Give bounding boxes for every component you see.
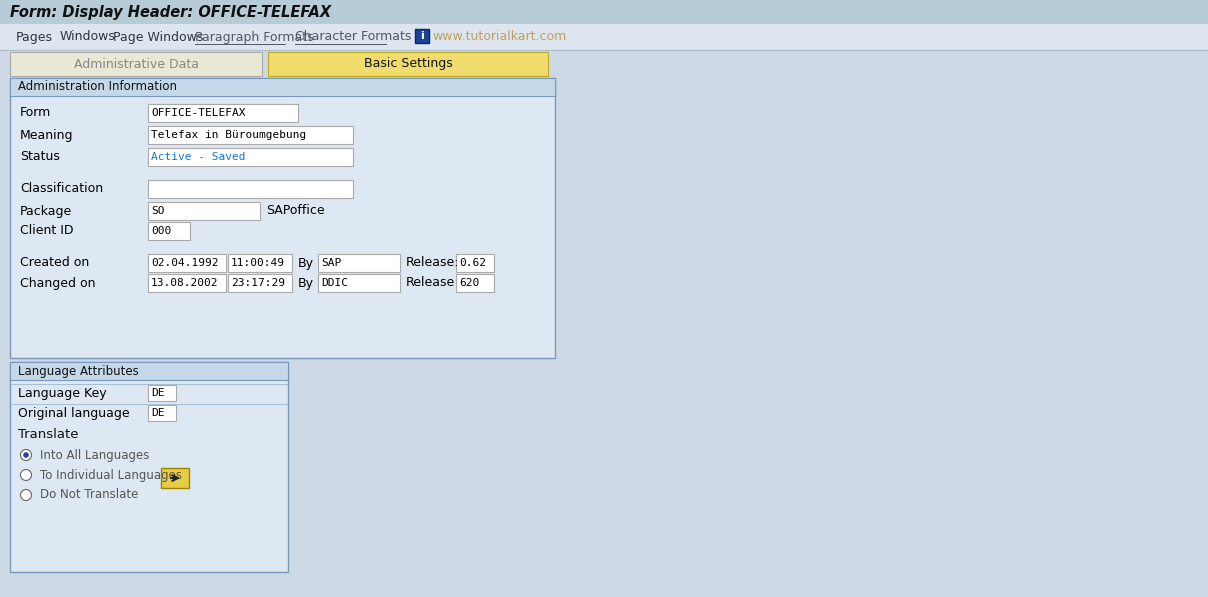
Circle shape xyxy=(21,450,31,460)
Text: Windows: Windows xyxy=(59,30,115,44)
Bar xyxy=(149,180,353,198)
Bar xyxy=(10,362,288,380)
Text: www.tutorialkart.com: www.tutorialkart.com xyxy=(432,30,567,44)
Bar xyxy=(10,362,288,572)
Text: SAPoffice: SAPoffice xyxy=(266,205,325,217)
Text: DE: DE xyxy=(151,388,164,398)
Text: 02.04.1992: 02.04.1992 xyxy=(151,258,219,268)
Text: OFFICE-TELEFAX: OFFICE-TELEFAX xyxy=(151,108,245,118)
Text: To Individual Languages: To Individual Languages xyxy=(40,469,182,482)
Circle shape xyxy=(21,469,31,481)
Text: Meaning: Meaning xyxy=(21,128,74,141)
Bar xyxy=(10,52,262,76)
Bar xyxy=(318,274,400,292)
Text: Changed on: Changed on xyxy=(21,276,95,290)
Text: i: i xyxy=(420,31,424,41)
Bar xyxy=(0,24,1208,50)
Bar xyxy=(416,29,429,43)
Text: Telefax in Büroumgebung: Telefax in Büroumgebung xyxy=(151,130,307,140)
Text: DDIC: DDIC xyxy=(321,278,348,288)
Bar xyxy=(149,202,260,220)
Text: 13.08.2002: 13.08.2002 xyxy=(151,278,219,288)
Bar xyxy=(149,385,176,401)
Bar xyxy=(0,0,1208,24)
Bar xyxy=(228,254,292,272)
Text: Basic Settings: Basic Settings xyxy=(364,57,452,70)
Bar xyxy=(149,104,298,122)
Bar xyxy=(149,274,226,292)
Bar xyxy=(149,254,226,272)
Bar xyxy=(455,254,494,272)
Bar xyxy=(10,78,554,96)
Text: SAP: SAP xyxy=(321,258,341,268)
Text: SO: SO xyxy=(151,206,164,216)
Bar xyxy=(228,274,292,292)
Bar xyxy=(268,52,548,76)
Text: Pages: Pages xyxy=(16,30,53,44)
Bar xyxy=(318,254,400,272)
Text: 620: 620 xyxy=(459,278,480,288)
Text: Client ID: Client ID xyxy=(21,224,74,238)
Bar xyxy=(455,274,494,292)
Text: Paragraph Formats: Paragraph Formats xyxy=(194,30,313,44)
Bar xyxy=(161,468,188,488)
Text: Package: Package xyxy=(21,205,72,217)
Text: Status: Status xyxy=(21,150,60,164)
Bar xyxy=(149,148,353,166)
Text: Active - Saved: Active - Saved xyxy=(151,152,245,162)
Text: Language Attributes: Language Attributes xyxy=(18,365,139,377)
Text: Release:: Release: xyxy=(406,257,459,269)
Text: Do Not Translate: Do Not Translate xyxy=(40,488,139,501)
Text: DE: DE xyxy=(151,408,164,418)
Text: By: By xyxy=(298,276,314,290)
Bar xyxy=(149,126,353,144)
Text: Character Formats: Character Formats xyxy=(296,30,412,44)
Text: 23:17:29: 23:17:29 xyxy=(231,278,285,288)
Text: Created on: Created on xyxy=(21,257,89,269)
Text: By: By xyxy=(298,257,314,269)
Text: 11:00:49: 11:00:49 xyxy=(231,258,285,268)
Text: Classification: Classification xyxy=(21,183,103,195)
Text: Page Windows: Page Windows xyxy=(114,30,204,44)
Text: Administration Information: Administration Information xyxy=(18,81,178,94)
Text: 000: 000 xyxy=(151,226,172,236)
Text: Translate: Translate xyxy=(18,429,79,442)
Text: Language Key: Language Key xyxy=(18,386,106,399)
Text: Release: Release xyxy=(406,276,455,290)
Text: Form: Display Header: OFFICE-TELEFAX: Form: Display Header: OFFICE-TELEFAX xyxy=(10,5,331,20)
Text: Original language: Original language xyxy=(18,407,129,420)
Bar xyxy=(149,405,176,421)
Circle shape xyxy=(21,490,31,500)
Text: 0.62: 0.62 xyxy=(459,258,486,268)
Bar xyxy=(10,78,554,358)
Circle shape xyxy=(23,452,29,458)
Bar xyxy=(149,222,190,240)
Text: Administrative Data: Administrative Data xyxy=(74,57,198,70)
Text: Into All Languages: Into All Languages xyxy=(40,448,150,461)
Text: Form: Form xyxy=(21,106,51,119)
